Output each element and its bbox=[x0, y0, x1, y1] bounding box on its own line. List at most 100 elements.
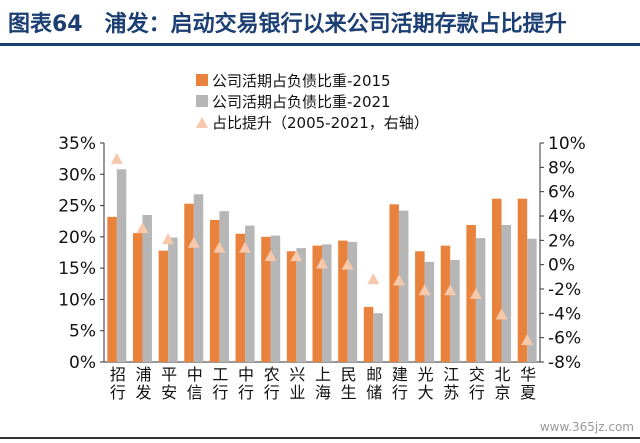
footer-rule bbox=[0, 437, 640, 439]
bar-2015 bbox=[132, 233, 143, 362]
bar-2021 bbox=[475, 238, 486, 362]
bar-2015 bbox=[286, 251, 297, 362]
figure-title-bar: 图表64 浦发：启动交易银行以来公司活期存款占比提升 bbox=[0, 0, 640, 46]
change-marker bbox=[367, 273, 380, 285]
bar-2015 bbox=[235, 233, 246, 362]
change-marker bbox=[213, 241, 226, 253]
bar-2021 bbox=[501, 224, 512, 362]
legend-label-2015: 公司活期占负债比重-2015 bbox=[212, 72, 391, 90]
right-tick-label: -6% bbox=[548, 329, 581, 349]
category-label: 建行 bbox=[392, 365, 408, 402]
change-marker bbox=[290, 250, 303, 262]
change-marker bbox=[521, 334, 534, 346]
chart-legend: 公司活期占负债比重-2015 公司活期占负债比重-2021 占比提升（2005-20… bbox=[196, 72, 429, 132]
bar-2015 bbox=[312, 245, 322, 362]
change-marker bbox=[187, 236, 200, 248]
bar-2021 bbox=[450, 260, 460, 362]
right-tick-label: 0% bbox=[548, 256, 575, 276]
left-tick-label: 0% bbox=[69, 353, 96, 373]
category-label: 平安 bbox=[161, 365, 177, 402]
bar-2015 bbox=[209, 219, 220, 362]
bar-2021 bbox=[424, 261, 435, 362]
change-marker bbox=[392, 274, 405, 286]
left-tick-label: 25% bbox=[58, 197, 96, 217]
bar-2015 bbox=[389, 204, 399, 362]
right-tick-label: 8% bbox=[548, 158, 575, 178]
bar-2021 bbox=[322, 244, 332, 362]
category-label: 工行 bbox=[212, 365, 228, 402]
chart-markers bbox=[110, 152, 534, 346]
category-label: 农行 bbox=[264, 365, 280, 402]
change-marker bbox=[264, 250, 277, 262]
category-label: 光大 bbox=[418, 365, 434, 402]
legend-marker-change bbox=[196, 117, 208, 128]
change-marker bbox=[418, 284, 431, 296]
figure-title: 图表64 浦发：启动交易银行以来公司活期存款占比提升 bbox=[8, 12, 567, 37]
right-tick-label: 10% bbox=[548, 134, 586, 154]
legend-label-2021: 公司活期占负债比重-2021 bbox=[212, 93, 391, 111]
bar-2015 bbox=[517, 198, 528, 362]
category-label: 江苏 bbox=[443, 365, 459, 402]
bar-2021 bbox=[373, 313, 383, 362]
watermark: www.365jz.com bbox=[539, 420, 634, 434]
bar-2021 bbox=[142, 214, 152, 362]
change-marker bbox=[469, 287, 482, 299]
legend-swatch-2015 bbox=[196, 74, 208, 86]
change-marker bbox=[162, 233, 175, 245]
bar-2015 bbox=[415, 251, 425, 362]
category-label: 招行 bbox=[110, 365, 126, 402]
left-tick-label: 15% bbox=[58, 259, 96, 279]
chart-axes: 0% 5% 10% 15% 20% 25% 30% 35% -8% -6% -4% -2% 0% 2% 4%… bbox=[58, 134, 586, 373]
bar-2015 bbox=[338, 240, 348, 362]
bar-2015 bbox=[440, 245, 451, 362]
bar-2021 bbox=[219, 211, 229, 362]
change-marker bbox=[495, 308, 508, 320]
bar-2021 bbox=[193, 194, 204, 362]
right-tick-label: -4% bbox=[548, 304, 581, 324]
bar-2015 bbox=[158, 250, 169, 362]
bar-2021 bbox=[398, 210, 409, 362]
left-tick-label: 10% bbox=[58, 290, 96, 310]
bar-2021 bbox=[245, 225, 255, 362]
legend-swatch-2021 bbox=[196, 95, 208, 107]
category-label: 上海 bbox=[315, 365, 331, 402]
category-label: 华夏 bbox=[520, 365, 536, 402]
change-marker bbox=[110, 152, 123, 164]
change-marker bbox=[444, 284, 457, 296]
bar-2015 bbox=[363, 306, 374, 362]
left-tick-label: 20% bbox=[58, 228, 96, 248]
right-tick-label: 2% bbox=[548, 231, 575, 251]
bar-2021 bbox=[347, 241, 358, 362]
category-label: 交行 bbox=[469, 365, 485, 402]
right-tick-label: 6% bbox=[548, 183, 575, 203]
bar-2015 bbox=[492, 198, 502, 362]
change-marker bbox=[341, 258, 354, 270]
category-label: 北京 bbox=[495, 365, 511, 402]
chart-bars bbox=[107, 169, 537, 362]
left-tick-label: 5% bbox=[69, 322, 96, 342]
title-underline bbox=[0, 43, 640, 46]
bar-2021 bbox=[168, 237, 178, 362]
bar-2015 bbox=[184, 203, 194, 362]
change-marker bbox=[239, 241, 252, 253]
category-label: 邮储 bbox=[366, 365, 382, 402]
category-label: 兴业 bbox=[289, 365, 305, 402]
right-tick-label: 4% bbox=[548, 207, 575, 227]
bar-2021 bbox=[527, 238, 537, 362]
change-marker bbox=[136, 222, 149, 234]
bar-2021 bbox=[116, 169, 127, 362]
bar-2015 bbox=[466, 224, 476, 362]
left-tick-label: 35% bbox=[58, 134, 96, 154]
bar-2021 bbox=[270, 235, 281, 362]
bar-2021 bbox=[296, 248, 306, 362]
bar-2015 bbox=[107, 216, 117, 362]
category-label: 中信 bbox=[187, 365, 203, 402]
right-tick-label: -2% bbox=[548, 280, 581, 300]
category-label: 民生 bbox=[341, 365, 357, 402]
category-label: 中行 bbox=[238, 365, 254, 402]
legend-label-change: 占比提升（2005-2021，右轴） bbox=[212, 114, 429, 132]
left-tick-label: 30% bbox=[58, 165, 96, 185]
change-marker bbox=[316, 257, 328, 269]
